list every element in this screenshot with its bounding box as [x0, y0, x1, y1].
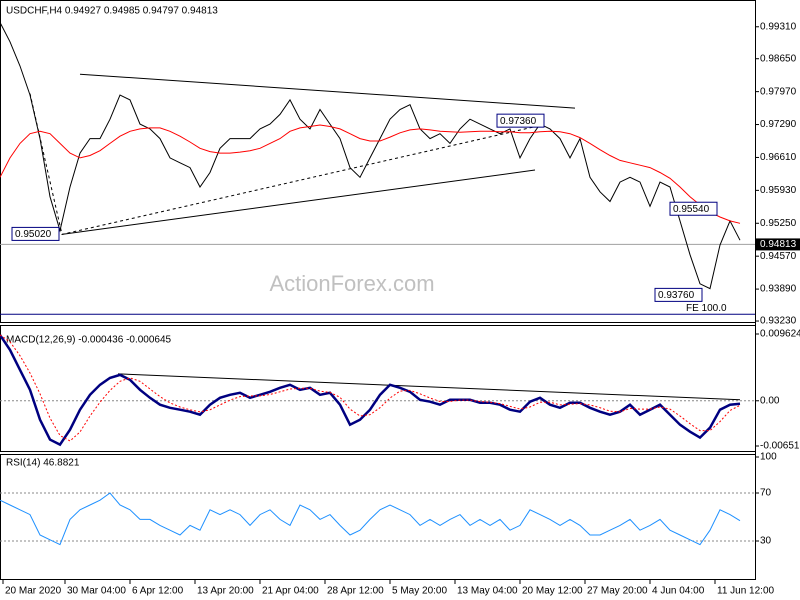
annotation-label: 0.95540	[673, 204, 710, 215]
y-tick-label: 0.009624	[760, 329, 800, 340]
x-tick-label: 13 Apr 20:00	[197, 586, 254, 597]
series-line	[0, 334, 741, 447]
y-tick-label: 0.93230	[760, 316, 797, 327]
last-price-label: 0.94813	[760, 239, 797, 250]
y-tick-label: 0.94570	[760, 251, 797, 262]
x-tick-label: 20 May 12:00	[522, 586, 583, 597]
trendline	[117, 373, 741, 401]
x-tick-label: 13 May 04:00	[457, 586, 518, 597]
y-tick-label: 0.96610	[760, 152, 797, 163]
trendline	[61, 169, 536, 235]
annotation-box	[11, 226, 60, 241]
watermark: ActionForex.com	[269, 271, 434, 296]
panel-title: RSI(14) 46.8821	[6, 458, 80, 469]
y-tick-label: -0.006518	[760, 441, 800, 452]
y-tick-label: 70	[760, 488, 772, 499]
series-line	[0, 22, 741, 290]
y-tick-label: 0.97290	[760, 119, 797, 130]
x-tick-label: 11 Jun 12:00	[717, 586, 775, 597]
series-line	[0, 492, 741, 546]
last-price-box	[756, 238, 800, 251]
panel-title: USDCHF,H4 0.94927 0.94985 0.94797 0.9481…	[6, 6, 218, 17]
series-line	[0, 334, 741, 442]
trendline	[29, 93, 541, 236]
annotation-box	[496, 113, 545, 128]
x-tick-label: 30 Mar 04:00	[67, 586, 126, 597]
trendline	[79, 73, 576, 109]
series-line	[0, 124, 741, 224]
x-tick-label: 21 Apr 04:00	[262, 586, 319, 597]
y-tick-label: 0.97970	[760, 86, 797, 97]
y-tick-label: 0.93890	[760, 284, 797, 295]
panel-title: MACD(12,26,9) -0.000436 -0.000645	[6, 335, 172, 346]
annotation-box	[654, 287, 703, 302]
fe-label: FE 100.0	[686, 303, 727, 314]
y-tick-label: 30	[760, 536, 772, 547]
y-tick-label: 0.00	[760, 395, 780, 406]
y-tick-label: 0.95930	[760, 185, 797, 196]
x-tick-label: 5 May 20:00	[392, 586, 447, 597]
annotation-label: 0.97360	[500, 116, 537, 127]
rsi-panel	[0, 454, 756, 580]
annotation-label: 0.93760	[658, 290, 695, 301]
y-tick-label: 0.98650	[760, 53, 797, 64]
annotation-label: 0.95020	[15, 229, 52, 240]
x-tick-label: 20 Mar 2020	[5, 586, 62, 597]
y-tick-label: 0.95250	[760, 218, 797, 229]
x-tick-label: 27 May 20:00	[587, 586, 648, 597]
y-tick-label: 0.99310	[760, 21, 797, 32]
annotation-box	[669, 201, 718, 216]
x-tick-label: 6 Apr 12:00	[132, 586, 184, 597]
y-tick-label: 100	[760, 452, 777, 463]
x-tick-label: 4 Jun 04:00	[652, 586, 705, 597]
x-tick-label: 28 Apr 12:00	[327, 586, 384, 597]
